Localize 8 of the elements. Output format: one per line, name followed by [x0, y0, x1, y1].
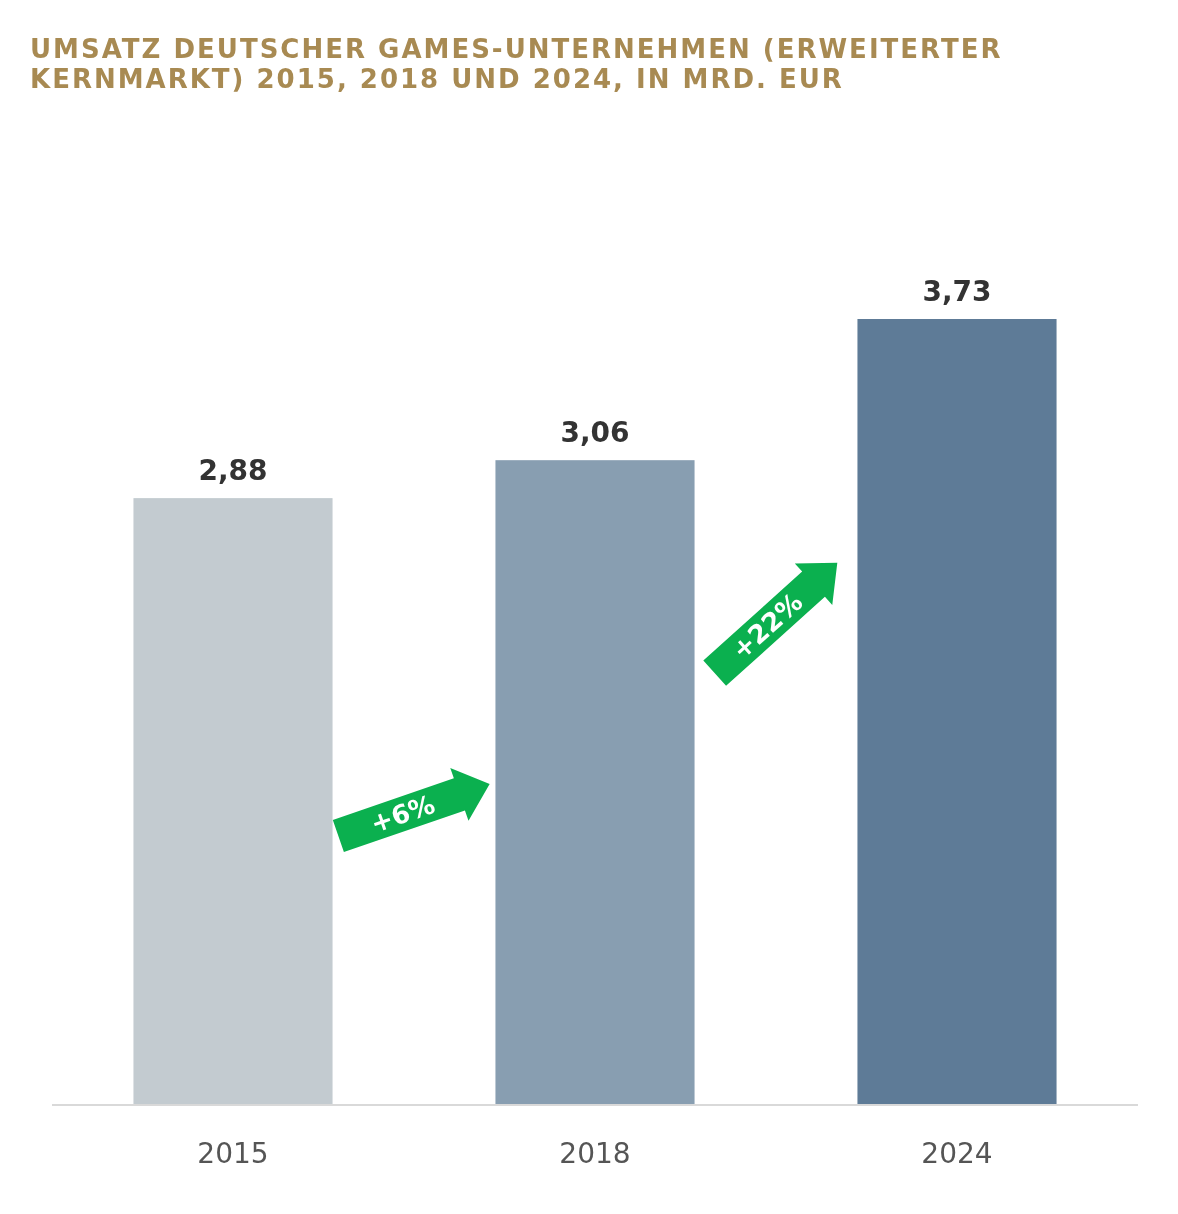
chart-title: UMSATZ DEUTSCHER GAMES-UNTERNEHMEN (ERWEITERTER KERNMARKT) 2015, 2018 UND 2024, IN MRD. EUR — [30, 34, 1003, 94]
data-label: 2,88 — [198, 454, 268, 488]
data-label: 3,06 — [560, 416, 630, 450]
x-tick-label: 2018 — [559, 1137, 631, 1170]
x-tick-label: 2015 — [197, 1137, 269, 1170]
x-tick-label: 2024 — [921, 1137, 993, 1170]
data-label: 3,73 — [922, 275, 992, 308]
annotation: +6% — [366, 788, 439, 839]
